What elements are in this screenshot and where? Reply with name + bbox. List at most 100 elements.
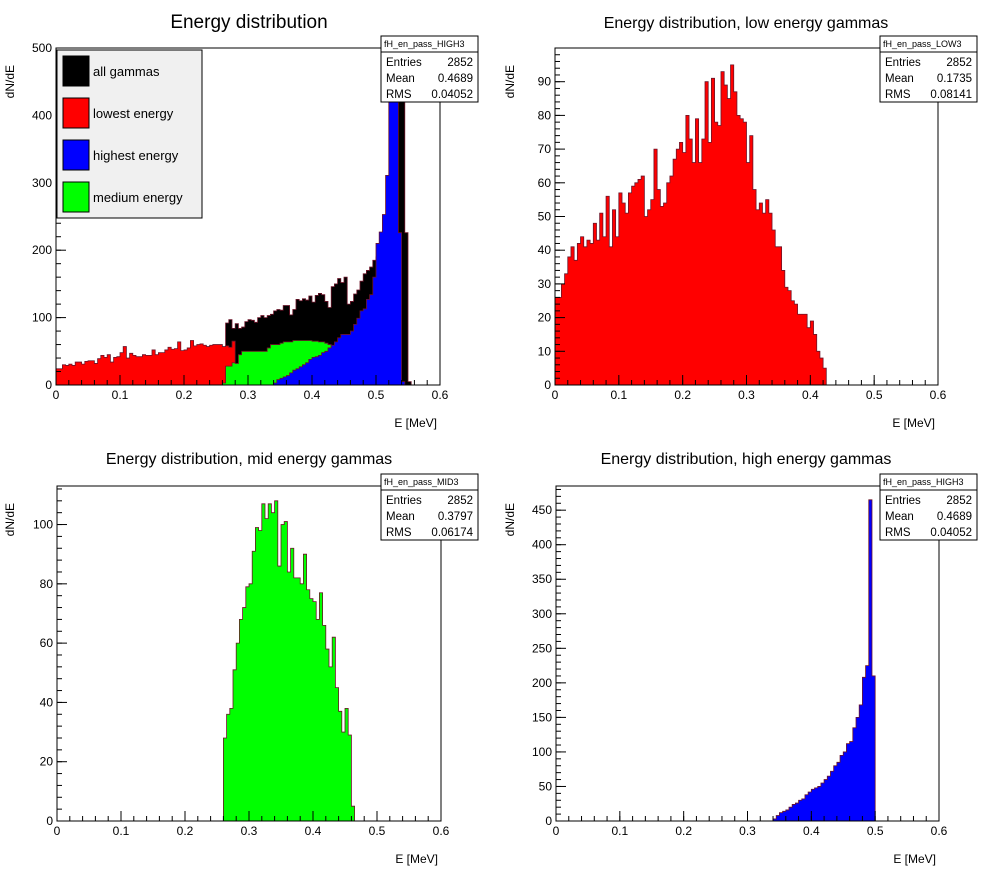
y-tick-label: 30 — [538, 277, 552, 291]
x-tick-label: 0.3 — [739, 824, 756, 838]
y-tick-label: 70 — [538, 142, 552, 156]
pad-energy-distribution: Energy distribution dN/dE E [MeV] 0 0.1 0.2 0.… — [3, 12, 479, 430]
y-tick-label: 0 — [544, 378, 551, 392]
y-tick-label: 20 — [538, 311, 552, 325]
y-tick-label: 400 — [32, 108, 52, 122]
stats-box-frame — [380, 473, 479, 541]
y-tick-label: 0 — [46, 814, 53, 828]
stats-label-entries: Entries — [885, 57, 921, 69]
stats-name: fH_en_pass_HIGH3 — [384, 39, 465, 49]
y-tick-label: 150 — [532, 710, 552, 724]
stats-box: fH_en_pass_MID3 Entries 2852 Mean 0.3797 RMS 0… — [380, 473, 479, 541]
x-tick-label: 0.4 — [803, 824, 820, 838]
x-axis-label: E [MeV] — [394, 416, 437, 430]
stats-value-mean: 0.4689 — [438, 73, 473, 85]
y-tick-label: 10 — [538, 344, 552, 358]
x-tick-label: 0.2 — [177, 824, 194, 838]
pad-low-energy-gammas: Energy distribution, low energy gammas dN… — [503, 15, 978, 430]
y-tick-label: 500 — [32, 41, 52, 55]
chart-title: Energy distribution, mid energy gammas — [106, 451, 392, 468]
legend: all gammas lowest energy highest energy med… — [56, 49, 203, 219]
y-tick-label: 40 — [538, 243, 552, 257]
stats-box-frame — [879, 35, 978, 103]
legend-label: lowest energy — [93, 106, 174, 121]
x-tick-label: 0.6 — [931, 824, 948, 838]
y-tick-label: 100 — [32, 311, 52, 325]
stats-name: fH_en_pass_LOW3 — [883, 39, 962, 49]
chart-title: Energy distribution — [170, 12, 327, 33]
stats-value-rms: 0.06174 — [431, 527, 473, 539]
stats-label-mean: Mean — [885, 73, 914, 85]
stats-box: fH_en_pass_HIGH3 Entries 2852 Mean 0.4689 RMS… — [380, 35, 479, 103]
x-axis-label: E [MeV] — [893, 852, 936, 866]
stats-box: fH_en_pass_HIGH3 Entries 2852 Mean 0.4689 RMS… — [879, 473, 978, 541]
y-tick-label: 50 — [538, 210, 552, 224]
stats-value-mean: 0.4689 — [937, 511, 972, 523]
stats-label-rms: RMS — [885, 527, 911, 539]
stats-label-entries: Entries — [386, 495, 422, 507]
stats-value-mean: 0.1735 — [937, 73, 972, 85]
chart-title: Energy distribution, high energy gammas — [601, 451, 892, 468]
y-tick-label: 300 — [532, 607, 552, 621]
x-tick-label: 0 — [53, 388, 60, 402]
stats-label-rms: RMS — [386, 527, 412, 539]
x-tick-label: 0.1 — [610, 388, 627, 402]
stats-box: fH_en_pass_LOW3 Entries 2852 Mean 0.1735 RMS 0… — [879, 35, 978, 103]
stats-value-rms: 0.04052 — [930, 527, 972, 539]
stats-value-entries: 2852 — [447, 57, 473, 69]
x-tick-label: 0 — [552, 388, 559, 402]
x-tick-label: 0.1 — [112, 388, 129, 402]
x-tick-label: 0.3 — [241, 824, 258, 838]
y-tick-label: 0 — [45, 378, 52, 392]
y-tick-label: 50 — [539, 779, 553, 793]
legend-label: all gammas — [93, 64, 160, 79]
x-tick-label: 0.5 — [866, 388, 883, 402]
stats-box-frame — [380, 35, 479, 103]
stats-value-entries: 2852 — [447, 495, 473, 507]
stats-box-frame — [879, 473, 978, 541]
stats-value-rms: 0.08141 — [930, 89, 972, 101]
x-tick-label: 0 — [553, 824, 560, 838]
y-axis-label: dN/dE — [503, 503, 517, 536]
y-axis-label: dN/dE — [3, 503, 17, 536]
stats-label-rms: RMS — [386, 89, 412, 101]
x-tick-label: 0 — [54, 824, 61, 838]
y-tick-label: 300 — [32, 176, 52, 190]
y-tick-label: 400 — [532, 538, 552, 552]
legend-swatch — [62, 97, 90, 129]
y-tick-label: 350 — [532, 572, 552, 586]
y-tick-label: 450 — [532, 503, 552, 517]
y-tick-label: 20 — [40, 755, 54, 769]
x-tick-label: 0.3 — [240, 388, 257, 402]
x-axis-label: E [MeV] — [395, 852, 438, 866]
x-tick-label: 0.2 — [176, 388, 193, 402]
x-tick-label: 0.1 — [611, 824, 628, 838]
y-tick-label: 0 — [545, 814, 552, 828]
x-tick-label: 0.6 — [433, 824, 450, 838]
y-tick-label: 40 — [40, 695, 54, 709]
y-tick-label: 250 — [532, 641, 552, 655]
y-tick-label: 60 — [538, 176, 552, 190]
stats-label-rms: RMS — [885, 89, 911, 101]
y-tick-label: 100 — [532, 745, 552, 759]
x-tick-label: 0.2 — [674, 388, 691, 402]
y-tick-label: 80 — [538, 108, 552, 122]
stats-label-entries: Entries — [386, 57, 422, 69]
x-tick-label: 0.5 — [867, 824, 884, 838]
x-tick-label: 0.1 — [113, 824, 130, 838]
stats-label-mean: Mean — [885, 511, 914, 523]
stats-label-mean: Mean — [386, 511, 415, 523]
y-axis-label: dN/dE — [3, 65, 17, 98]
stats-label-mean: Mean — [386, 73, 415, 85]
histogram-series-0 — [223, 500, 355, 822]
x-tick-label: 0.2 — [675, 824, 692, 838]
histogram-series-0 — [55, 340, 236, 386]
pad-mid-energy-gammas: Energy distribution, mid energy gammas dN… — [3, 451, 479, 866]
x-tick-label: 0.5 — [368, 388, 385, 402]
x-tick-label: 0.6 — [432, 388, 449, 402]
stats-label-entries: Entries — [885, 495, 921, 507]
x-tick-label: 0.4 — [802, 388, 819, 402]
stats-value-entries: 2852 — [946, 495, 972, 507]
y-tick-label: 200 — [532, 676, 552, 690]
